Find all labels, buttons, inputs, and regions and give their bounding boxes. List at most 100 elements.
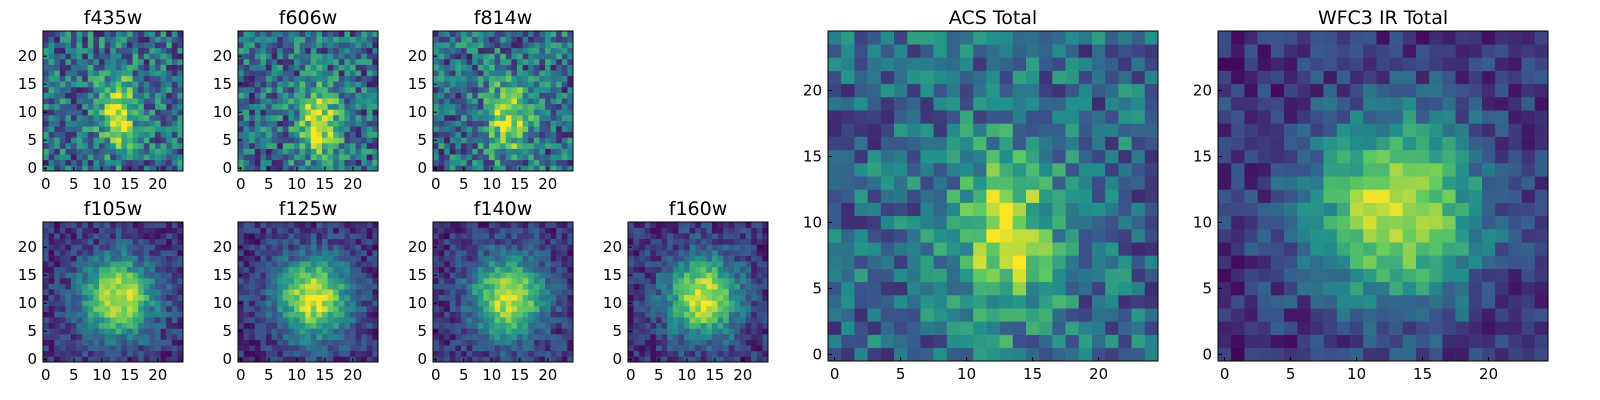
y-tick-label: 15	[213, 75, 232, 93]
heatmap-cell	[466, 255, 473, 262]
heatmap-cell	[132, 70, 139, 77]
heatmap-cell	[533, 272, 540, 279]
heatmap-cell	[684, 300, 690, 307]
heatmap-cell	[254, 159, 261, 166]
heatmap-cell	[1131, 149, 1146, 164]
heatmap-cell	[132, 59, 139, 65]
heatmap-cell	[93, 250, 100, 256]
heatmap-cell	[344, 227, 351, 234]
heatmap-cell	[76, 261, 83, 268]
heatmap-cell	[907, 281, 921, 296]
heatmap-cell	[706, 272, 713, 279]
heatmap-cell	[700, 283, 707, 290]
heatmap-cell	[277, 250, 284, 256]
heatmap-cell	[366, 294, 373, 301]
heatmap-cell	[344, 238, 351, 245]
y-tick-label: 15	[18, 266, 37, 284]
heatmap-cell	[48, 317, 55, 324]
heatmap-cell	[960, 202, 974, 217]
heatmap-cell	[316, 53, 323, 60]
heatmap-cell	[539, 345, 546, 352]
heatmap-cell	[740, 334, 746, 340]
heatmap-cell	[656, 261, 662, 268]
heatmap-cell	[322, 36, 328, 43]
heatmap-cell	[489, 222, 495, 228]
heatmap-cell	[59, 322, 66, 329]
heatmap-cell	[48, 92, 55, 99]
heatmap-cell	[756, 294, 763, 301]
heatmap-cell	[243, 261, 250, 268]
heatmap-cell	[87, 322, 94, 329]
heatmap-cell	[110, 227, 117, 234]
heatmap-cell	[372, 356, 379, 363]
heatmap-cell	[556, 120, 563, 127]
heatmap-cell	[672, 322, 679, 329]
heatmap-cell	[48, 115, 55, 121]
heatmap-cell	[282, 109, 289, 116]
heatmap-cell	[633, 250, 640, 256]
heatmap-cell	[115, 148, 122, 155]
heatmap-cell	[372, 250, 379, 256]
heatmap-cell	[1012, 347, 1027, 362]
heatmap-cell	[511, 87, 518, 93]
heatmap-cell	[327, 47, 334, 54]
heatmap-cell	[438, 143, 445, 149]
heatmap-cell	[82, 356, 89, 363]
heatmap-cell	[327, 233, 334, 240]
heatmap-cell	[712, 334, 718, 340]
heatmap-cell	[76, 222, 83, 228]
heatmap-cell	[350, 81, 356, 88]
heatmap-cell	[76, 165, 83, 172]
heatmap-cell	[54, 120, 61, 127]
heatmap-cell	[288, 137, 295, 144]
heatmap-cell	[533, 317, 540, 324]
heatmap-cell	[127, 334, 133, 340]
heatmap-cell	[472, 294, 479, 301]
heatmap-cell	[238, 278, 244, 284]
heatmap-cell	[841, 255, 855, 269]
heatmap-cell	[550, 137, 557, 144]
heatmap-cell	[472, 143, 479, 149]
heatmap-cell	[115, 31, 122, 37]
heatmap-cell	[333, 98, 340, 105]
heatmap-cell	[539, 306, 546, 312]
heatmap-cell	[505, 70, 512, 77]
heatmap-cell	[93, 75, 100, 82]
heatmap-cell	[177, 159, 184, 166]
heatmap-cell	[310, 294, 317, 301]
heatmap-cell	[288, 244, 295, 251]
heatmap-cell	[59, 53, 66, 60]
heatmap-cell	[500, 36, 507, 43]
heatmap-cell	[539, 120, 546, 127]
heatmap-cell	[650, 266, 657, 273]
heatmap-cell	[277, 47, 284, 54]
heatmap-cell	[43, 131, 49, 138]
heatmap-cell	[177, 165, 184, 172]
heatmap-cell	[528, 59, 535, 65]
heatmap-cell	[127, 126, 133, 133]
heatmap-cell	[561, 250, 568, 256]
heatmap-cell	[545, 87, 551, 93]
heatmap-cell	[986, 281, 1000, 296]
heatmap-cell	[327, 289, 334, 296]
heatmap-cell	[444, 137, 451, 144]
heatmap-cell	[494, 70, 501, 77]
heatmap-cell	[477, 115, 484, 121]
heatmap-cell	[282, 126, 289, 133]
heatmap-cell	[1026, 255, 1040, 269]
heatmap-cell	[734, 294, 741, 301]
heatmap-cell	[110, 75, 117, 82]
heatmap-cell	[466, 137, 473, 144]
heatmap-cell	[633, 328, 640, 335]
heatmap-cell	[155, 131, 161, 138]
heatmap-cell	[305, 345, 312, 352]
heatmap-cell	[700, 233, 707, 240]
heatmap-cell	[138, 70, 145, 77]
heatmap-cell	[461, 98, 467, 105]
heatmap-cell	[567, 154, 574, 161]
heatmap-cell	[43, 278, 49, 284]
heatmap-cell	[920, 110, 934, 124]
heatmap-cell	[745, 339, 752, 346]
heatmap-cell	[104, 261, 111, 268]
heatmap-cell	[310, 126, 317, 133]
